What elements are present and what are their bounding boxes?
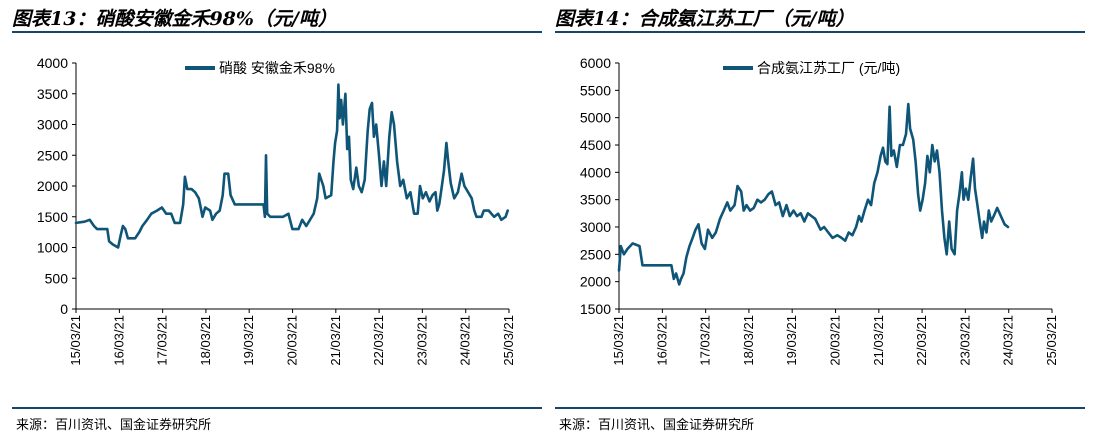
x-tick-label: 21/03/21 [871,315,886,366]
x-tick-label: 22/03/21 [371,315,386,366]
x-tick-label: 18/03/21 [741,315,756,366]
source-rule [12,407,542,409]
y-tick-label: 0 [60,301,68,317]
y-tick-label: 1500 [37,209,68,225]
y-tick-label: 3500 [37,86,68,102]
x-tick-label: 15/03/21 [68,315,83,366]
source-text: 百川资讯、国金证券研究所 [55,418,212,433]
x-tick-label: 17/03/21 [698,315,713,366]
y-tick-label: 1000 [37,240,68,256]
y-tick-label: 2500 [580,246,611,262]
x-tick-label: 20/03/21 [285,315,300,366]
y-tick-label: 4500 [580,137,611,153]
legend-label: 合成氨江苏工厂 (元/吨) [757,60,900,76]
source-prefix: 来源： [559,418,599,433]
y-tick-label: 4000 [580,164,611,180]
x-tick-label: 20/03/21 [828,315,843,366]
x-tick-label: 21/03/21 [328,315,343,366]
x-tick-label: 23/03/21 [414,315,429,366]
y-tick-label: 3000 [580,219,611,235]
source-rule [555,407,1085,409]
y-tick-label: 5000 [580,110,611,126]
y-tick-label: 500 [45,270,69,286]
chart-title: 图表13：硝酸安徽金禾98%（元/吨） [12,8,337,30]
y-tick-label: 6000 [580,55,611,71]
chart-panel-13: 图表13：硝酸安徽金禾98%（元/吨） 0 500 1000 1500 2000 2500… [12,0,542,435]
line-chart-13: 0 500 1000 1500 2000 2500 3000 3500 4000 15/03/21… [37,55,516,366]
x-tick-label: 19/03/21 [241,315,256,366]
x-tick-label: 16/03/21 [654,315,669,366]
y-tick-label: 2000 [37,178,68,194]
source-text: 百川资讯、国金证券研究所 [598,418,755,433]
title-rule [12,31,542,33]
x-tick-label: 24/03/21 [1001,315,1016,366]
y-tick-label: 3000 [37,117,68,133]
x-tick-label: 24/03/21 [458,315,473,366]
x-tick-label: 22/03/21 [914,315,929,366]
chart-title: 图表14：合成氨江苏工厂（元/吨） [555,8,855,30]
x-tick-label: 15/03/21 [611,315,626,366]
source-prefix: 来源： [16,418,56,433]
chart-panel-14: 图表14：合成氨江苏工厂（元/吨） 1500 2000 2500 3000 3500 40… [555,0,1085,435]
y-tick-label: 2000 [580,274,611,290]
x-tick-label: 25/03/21 [501,315,516,366]
series-line [74,83,509,249]
x-tick-label: 17/03/21 [155,315,170,366]
y-tick-label: 2500 [37,147,68,163]
x-tick-label: 23/03/21 [957,315,972,366]
x-tick-label: 19/03/21 [784,315,799,366]
series-line [617,102,1010,286]
x-tick-label: 18/03/21 [198,315,213,366]
y-tick-label: 1500 [580,301,611,317]
legend-label: 硝酸 安徽金禾98% [219,60,335,76]
x-tick-label: 25/03/21 [1044,315,1059,366]
x-tick-label: 16/03/21 [111,315,126,366]
y-tick-label: 3500 [580,192,611,208]
y-tick-label: 4000 [37,55,68,71]
source-note: 来源：百川资讯、国金证券研究所 [559,414,754,433]
y-tick-label: 5500 [580,82,611,98]
source-note: 来源：百川资讯、国金证券研究所 [16,414,211,433]
title-rule [555,31,1085,33]
line-chart-14: 1500 2000 2500 3000 3500 4000 4500 5000 5500 6000… [580,55,1059,366]
